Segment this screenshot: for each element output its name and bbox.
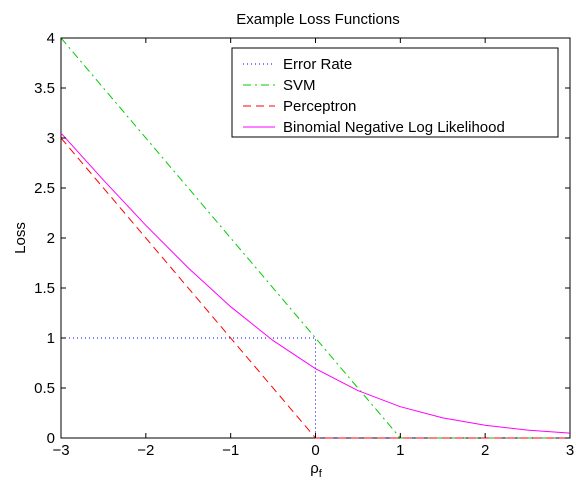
y-tick-label: 2 (47, 230, 55, 247)
x-axis-label: ρf (310, 460, 323, 480)
chart-title: Example Loss Functions (236, 11, 399, 28)
y-tick-label: 0.5 (34, 380, 55, 397)
y-tick-label: 1 (47, 330, 55, 347)
y-tick-label: 2.5 (34, 180, 55, 197)
x-tick-label: −3 (52, 442, 69, 459)
legend-entry: SVM (283, 77, 316, 94)
legend-box (231, 47, 559, 138)
x-axis-label-base: ρ (310, 460, 319, 477)
x-axis-label-subscript: f (319, 468, 323, 480)
y-axis-label: Loss (12, 222, 29, 254)
x-tick-label: 3 (566, 442, 574, 459)
x-tick-label: 2 (481, 442, 489, 459)
legend: Error Rate SVM Perceptron Binomial Negative… (231, 47, 559, 138)
y-tick-label: 3 (47, 130, 55, 147)
y-tick-label: 1.5 (34, 280, 55, 297)
legend-entry: Error Rate (283, 56, 352, 73)
legend-entry: Perceptron (283, 98, 356, 115)
tick-layer: −3 −2 −1 0 1 2 3 0 0.5 1 1.5 2 2.5 3 3.5 4 (34, 30, 574, 459)
x-tick-label: 0 (311, 442, 319, 459)
y-tick-label: 3.5 (34, 80, 55, 97)
x-tick-label: −1 (222, 442, 239, 459)
series-line-binomial-negative-log-likelihood (60, 132, 571, 434)
y-tick-label: 4 (47, 30, 55, 47)
series-line-error-rate (61, 337, 570, 439)
legend-entry: Binomial Negative Log Likelihood (283, 119, 505, 136)
x-tick-label: −2 (137, 442, 154, 459)
y-tick-label: 0 (47, 430, 55, 447)
x-tick-label: 1 (396, 442, 404, 459)
